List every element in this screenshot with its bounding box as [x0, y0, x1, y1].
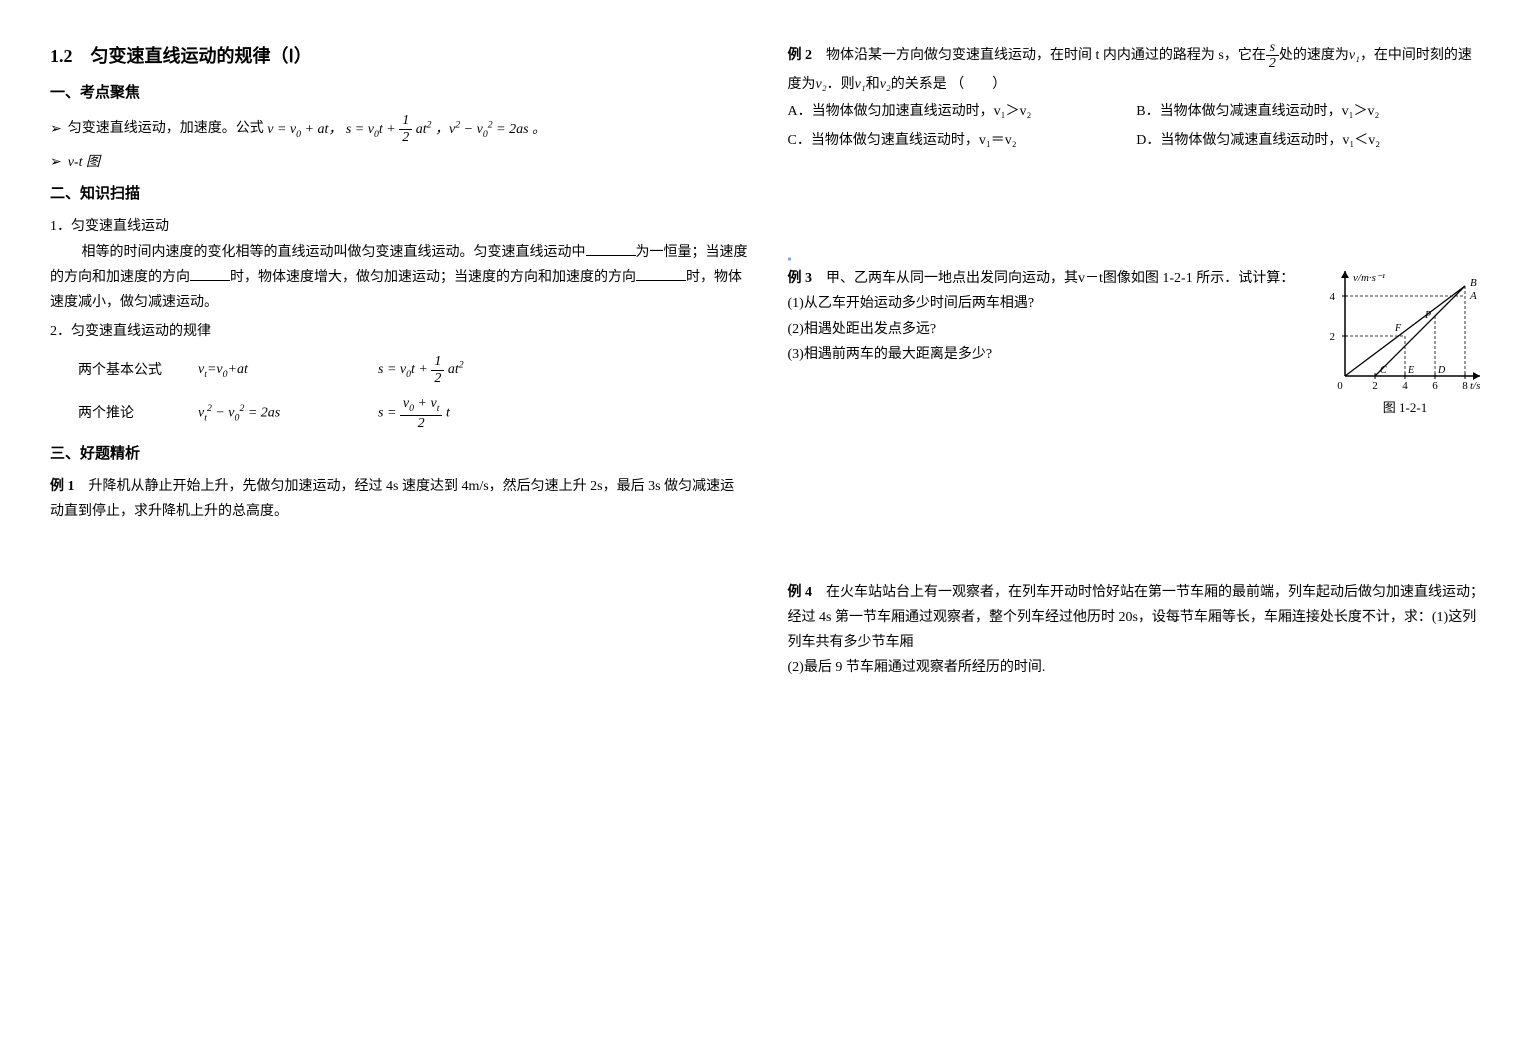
bullet-vt-graph: ➢ v-t 图	[50, 149, 748, 175]
svg-text:A: A	[1469, 290, 1477, 302]
svg-text:8: 8	[1462, 380, 1468, 392]
page-title: 1.2 匀变速直线运动的规律（Ⅰ）	[50, 40, 748, 72]
svg-text:2: 2	[1372, 380, 1378, 392]
svg-text:v/m·s⁻¹: v/m·s⁻¹	[1353, 272, 1385, 284]
svg-text:F: F	[1394, 323, 1402, 334]
ex4-q2: (2)最后 9 节车厢通过观察者所经历的时间.	[788, 655, 1486, 680]
triangle-icon: ➢	[50, 116, 62, 141]
option-a: A．当物体做匀加速直线运动时，v₁＞v₂	[788, 99, 1137, 124]
svg-text:6: 6	[1432, 380, 1438, 392]
svg-text:4: 4	[1402, 380, 1408, 392]
example-2-label: 例 2	[788, 48, 813, 63]
formula-v2: vt2 − v02 = 2as	[198, 400, 378, 427]
example-1-label: 例 1	[50, 479, 75, 494]
formula-row-basic: 两个基本公式 vt=v0+at s = v0t + 12 at2	[50, 354, 748, 386]
example-1: 例 1 升降机从静止开始上升，先做匀加速运动，经过 4s 速度达到 4m/s，然…	[50, 474, 748, 524]
knowledge-2-title: 2．匀变速直线运动的规律	[50, 319, 748, 344]
svg-text:0: 0	[1337, 380, 1343, 392]
example-4: 例 4 在火车站站台上有一观察者，在列车开动时恰好站在第一节车厢的最前端，列车起…	[788, 580, 1486, 681]
example-4-label: 例 4	[788, 585, 813, 600]
svg-text:4: 4	[1330, 291, 1336, 303]
right-column: 例 2 物体沿某一方向做匀变速直线运动，在时间 t 内内通过的路程为 s，它在s…	[788, 40, 1486, 1023]
ex3-q3: (3)相遇前两车的最大距离是多少?	[788, 342, 1306, 367]
knowledge-1-title: 1．匀变速直线运动	[50, 214, 748, 239]
formula-row-derived: 两个推论 vt2 − v02 = 2as s = v0 + vt2 t	[50, 396, 748, 431]
svg-text:t/s: t/s	[1470, 380, 1480, 392]
heading-3: 三、好题精析	[50, 441, 748, 468]
blank-1	[586, 242, 636, 256]
ex3-q1: (1)从乙车开始运动多少时间后两车相遇?	[788, 291, 1306, 316]
svg-text:E: E	[1407, 365, 1414, 376]
formula-savg: s = v0 + vt2 t	[378, 396, 748, 431]
svg-text:D: D	[1437, 365, 1446, 376]
bullet1-text: 匀变速直线运动，加速度。公式 v = v0 + at， s = v0t + 12…	[68, 113, 546, 145]
dot-icon: ■	[788, 255, 1486, 266]
formula-s: s = v0t + 12 at2	[378, 354, 748, 386]
knowledge-1-para: 相等的时间内速度的变化相等的直线运动叫做匀变速直线运动。匀变速直线运动中为一恒量…	[50, 240, 748, 316]
blank-3	[636, 267, 686, 281]
bullet-kinematics: ➢ 匀变速直线运动，加速度。公式 v = v0 + at， s = v0t + …	[50, 113, 748, 145]
heading-2: 二、知识扫描	[50, 181, 748, 208]
triangle-icon: ➢	[50, 149, 62, 174]
heading-1: 一、考点聚焦	[50, 80, 748, 107]
svg-text:2: 2	[1330, 331, 1336, 343]
example-2: 例 2 物体沿某一方向做匀变速直线运动，在时间 t 内内通过的路程为 s，它在s…	[788, 40, 1486, 155]
vt-chart: 2 4 2 4 6 8 0 v/m·s⁻¹ t/s	[1325, 266, 1485, 396]
svg-text:C: C	[1380, 365, 1387, 376]
example-3: 例 3 甲、乙两车从同一地点出发同向运动，其v－t图像如图 1-2-1 所示．试…	[788, 266, 1486, 419]
example-3-label: 例 3	[788, 271, 813, 286]
figure-caption: 图 1-2-1	[1325, 396, 1485, 419]
option-d: D．当物体做匀减速直线运动时，v₁＜v₂	[1136, 128, 1485, 153]
ex3-q2: (2)相遇处距出发点多远?	[788, 317, 1306, 342]
formula-vt: vt=v0+at	[198, 357, 378, 383]
bullet2-text: v-t 图	[68, 150, 100, 175]
option-b: B．当物体做匀减速直线运动时，v₁＞v₂	[1136, 99, 1485, 124]
option-list: A．当物体做匀加速直线运动时，v₁＞v₂ B．当物体做匀减速直线运动时，v₁＞v…	[788, 97, 1486, 155]
option-c: C．当物体做匀速直线运动时，v₁＝v₂	[788, 128, 1137, 153]
left-column: 1.2 匀变速直线运动的规律（Ⅰ） 一、考点聚焦 ➢ 匀变速直线运动，加速度。公…	[50, 40, 748, 1023]
svg-text:B: B	[1470, 277, 1477, 289]
blank-2	[190, 267, 230, 281]
svg-text:P: P	[1424, 310, 1431, 321]
figure-1-2-1: 2 4 2 4 6 8 0 v/m·s⁻¹ t/s	[1325, 266, 1485, 419]
